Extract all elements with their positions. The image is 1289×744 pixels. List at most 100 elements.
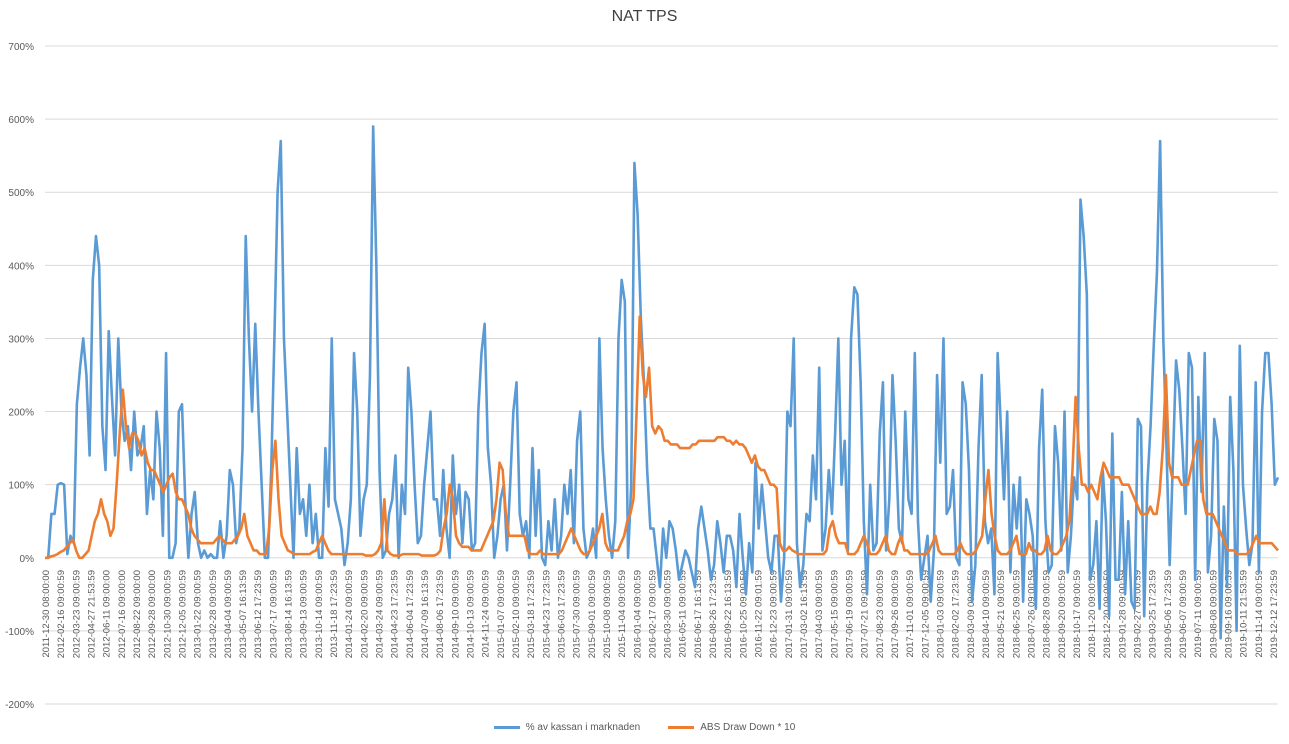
x-tick-label: 2014-10-13 09:00:59: [465, 570, 476, 658]
y-tick-label: -200%: [5, 700, 34, 711]
x-tick-label: 2012-03-23 09:00:59: [71, 570, 82, 658]
x-tick-label: 2012-02-16 09:00:59: [56, 570, 67, 658]
x-tick-label: 2017-03-02 16:13:59: [799, 570, 810, 658]
y-tick-label: 400%: [8, 261, 34, 272]
x-tick-label: 2012-09-28 09:00:00: [147, 570, 158, 658]
x-tick-label: 2018-04-10 09:00:59: [981, 570, 992, 658]
series-lines: [45, 125, 1280, 640]
x-tick-label: 2018-06-25 09:00:59: [1011, 570, 1022, 658]
x-tick-label: 2014-08-06 17:23:59: [435, 570, 446, 658]
x-tick-label: 2016-11-22 09:01:59: [754, 570, 765, 658]
x-tick-label: 2013-10-14 09:00:59: [314, 570, 325, 658]
x-tick-label: 2016-12-23 09:00:59: [769, 570, 780, 658]
x-tick-label: 2014-06-04 17:23:59: [405, 570, 416, 658]
x-tick-label: 2016-06-17 16:13:59: [693, 570, 704, 658]
x-tick-label: 2012-12-05 09:00:59: [177, 570, 188, 658]
x-tick-label: 2013-06-12 17:23:59: [253, 570, 264, 658]
x-tick-label: 2012-04-27 21:53:59: [86, 570, 97, 658]
legend: % av kassan i marknaden ABS Draw Down * …: [0, 722, 1289, 733]
x-tick-label: 2017-06-19 09:00:59: [845, 570, 856, 658]
x-tick-label: 2016-10-25 09:00:59: [738, 570, 749, 658]
x-tick-label: 2012-08-22 09:00:00: [132, 570, 143, 658]
x-tick-label: 2014-09-10 09:00:59: [450, 570, 461, 658]
x-tick-label: 2015-07-30 09:00:59: [572, 570, 583, 658]
x-tick-label: 2013-08-14 16:13:59: [284, 570, 295, 658]
x-tick-label: 2017-09-26 09:00:59: [890, 570, 901, 658]
y-tick-label: 200%: [8, 408, 34, 419]
x-tick-label: 2014-04-23 17:23:59: [390, 570, 401, 658]
x-tick-label: 2018-07-26 09:00:59: [1026, 570, 1037, 658]
x-tick-label: 2013-01-22 09:00:59: [193, 570, 204, 658]
x-tick-label: 2017-01-31 09:00:59: [784, 570, 795, 658]
x-tick-label: 2017-11-01 09:00:59: [905, 570, 916, 658]
legend-label-1: ABS Draw Down * 10: [700, 722, 796, 733]
y-tick-label: 300%: [8, 334, 34, 345]
legend-swatch-1: [668, 726, 695, 729]
legend-item-1: ABS Draw Down * 10: [668, 722, 795, 733]
y-tick-label: 500%: [8, 188, 34, 199]
x-tick-label: 2015-01-07 09:00:59: [496, 570, 507, 658]
x-tick-label: 2018-11-20 09:00:59: [1087, 570, 1098, 658]
x-tick-label: 2014-01-24 09:00:59: [344, 570, 355, 658]
x-tick-label: 2019-06-07 09:00:59: [1178, 570, 1189, 658]
x-tick-label: 2019-03-25 17:23:59: [1148, 570, 1159, 658]
x-tick-label: 2015-04-23 17:23:59: [541, 570, 552, 658]
y-axis-ticks: 700% 600% 500% 400% 300% 200% 100% 0% -100% -200%: [5, 42, 34, 711]
legend-item-0: % av kassan i marknaden: [493, 722, 641, 733]
y-tick-label: 0%: [20, 554, 35, 565]
x-tick-label: 2018-03-09 09:00:59: [966, 570, 977, 658]
x-tick-label: 2019-05-06 17:23:59: [1163, 570, 1174, 658]
x-tick-label: 2019-09-16 09:00:59: [1224, 570, 1235, 658]
x-tick-label: 2013-04-04 09:00:59: [223, 570, 234, 658]
x-tick-label: 2014-03-24 09:00:59: [375, 570, 386, 658]
x-tick-label: 2016-08-26 17:23:59: [708, 570, 719, 658]
x-tick-label: 2015-09-01 09:00:59: [587, 570, 598, 658]
x-tick-label: 2011-12-30 08:00:00: [41, 570, 52, 658]
x-tick-label: 2019-01-28 09:00:59: [1117, 570, 1128, 658]
series-line-1: [45, 315, 1279, 560]
x-tick-label: 2014-02-20 09:00:59: [359, 570, 370, 658]
x-axis-ticks: 2011-12-30 08:00:00 2012-02-16 09:00:59 20…: [41, 570, 1280, 658]
x-tick-label: 2013-02-28 09:00:59: [208, 570, 219, 658]
x-tick-label: 2016-02-17 09:00:59: [647, 570, 658, 658]
x-tick-label: 2019-12-12 17:23:59: [1269, 570, 1280, 658]
x-tick-label: 2017-04-03 09:00:59: [814, 570, 825, 658]
legend-label-0: % av kassan i marknaden: [525, 722, 641, 733]
x-tick-label: 2012-07-16 09:00:00: [117, 570, 128, 658]
x-tick-label: 2014-07-09 16:13:59: [420, 570, 431, 658]
x-tick-label: 2019-08-08 09:00:59: [1208, 570, 1219, 658]
x-tick-label: 2019-02-27 09:00:59: [1133, 570, 1144, 658]
x-tick-label: 2018-09-20 09:00:59: [1057, 570, 1068, 658]
x-tick-label: 2013-07-17 09:00:59: [268, 570, 279, 658]
series-line-0: [45, 125, 1280, 640]
y-tick-label: -100%: [5, 627, 34, 638]
x-tick-label: 2019-11-14 09:00:59: [1254, 570, 1265, 658]
x-tick-label: 2017-05-15 09:00:59: [829, 570, 840, 658]
legend-swatch-0: [493, 726, 520, 729]
x-tick-label: 2018-10-17 09:00:59: [1072, 570, 1083, 658]
chart-title: NAT TPS: [611, 8, 678, 25]
x-tick-label: 2013-09-13 09:00:59: [299, 570, 310, 658]
y-tick-label: 700%: [8, 42, 34, 53]
y-tick-label: 100%: [8, 481, 34, 492]
x-tick-label: 2018-05-21 09:00:59: [996, 570, 1007, 658]
x-tick-label: 2015-11-04 09:00:59: [617, 570, 628, 658]
x-tick-label: 2013-11-18 17:23:59: [329, 570, 340, 658]
x-tick-label: 2012-10-30 09:00:59: [162, 570, 173, 658]
x-tick-label: 2019-10-11 21:53:59: [1239, 570, 1250, 658]
x-tick-label: 2017-12-05 09:00:59: [920, 570, 931, 658]
y-tick-label: 600%: [8, 115, 34, 126]
x-tick-label: 2015-02-10 09:00:59: [511, 570, 522, 658]
x-tick-label: 2013-05-07 16:13:59: [238, 570, 249, 658]
x-tick-label: 2018-01-03 09:00:59: [935, 570, 946, 658]
x-tick-label: 2015-03-18 17:23:59: [526, 570, 537, 658]
x-tick-label: 2016-05-11 09:00:59: [678, 570, 689, 658]
x-tick-label: 2012-06-11 09:00:00: [102, 570, 113, 658]
x-tick-label: 2014-11-24 09:00:59: [481, 570, 492, 658]
x-tick-label: 2018-08-28 09:00:59: [1042, 570, 1053, 658]
x-tick-label: 2017-07-21 09:00:59: [860, 570, 871, 658]
x-tick-label: 2015-10-08 09:00:59: [602, 570, 613, 658]
x-tick-label: 2016-09-22 16:13:59: [723, 570, 734, 658]
x-tick-label: 2017-08-23 09:00:59: [875, 570, 886, 658]
